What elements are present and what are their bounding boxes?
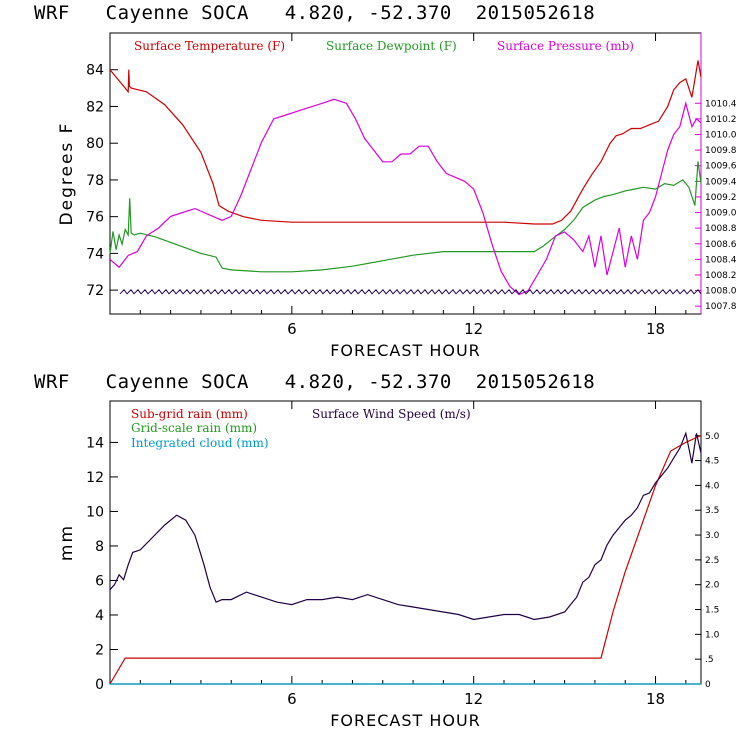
- top-y2tick-label: 1007.8: [705, 302, 737, 312]
- bottom-ytick-label: 6: [95, 573, 104, 589]
- top-y2tick-label: 1008.2: [705, 271, 737, 281]
- top-xtick-label: 12: [464, 320, 483, 338]
- bottom-xaxis-label: FORECAST HOUR: [330, 711, 481, 730]
- top-y2tick-label: 1008.8: [705, 224, 737, 234]
- bottom-y2tick-label: 3.0: [705, 531, 720, 541]
- bottom-series-surface-wind-speed-m-s-line: [109, 431, 702, 621]
- legend-surface-pressure: Surface Pressure (mb): [497, 39, 634, 53]
- bottom-xtick-label: 6: [287, 690, 297, 708]
- top-y2tick-label: 1008.4: [705, 255, 737, 265]
- top-ytick-label: 74: [86, 246, 104, 262]
- top-xtick-label: 18: [646, 320, 665, 338]
- bottom-y2tick-label: 0: [705, 680, 711, 690]
- bottom-chart-title: WRF Cayenne SOCA 4.820, -52.370 20150526…: [34, 371, 596, 393]
- top-yaxis-label: Degrees F: [57, 122, 77, 226]
- bottom-ytick-label: 0: [95, 677, 104, 693]
- bottom-y2tick-label: .5: [705, 655, 714, 665]
- top-y2tick-label: 1009.4: [705, 177, 737, 187]
- bottom-ytick-label: 8: [95, 539, 104, 555]
- top-y2tick-label: 1010.2: [705, 115, 737, 125]
- legend-surface-dewpoint: Surface Dewpoint (F): [326, 39, 457, 53]
- top-y2tick-label: 1008.0: [705, 287, 737, 297]
- bottom-ytick-label: 14: [86, 435, 104, 451]
- top-y2tick-label: 1009.2: [705, 193, 737, 203]
- bottom-ytick-label: 10: [86, 504, 104, 520]
- bottom-y2tick-label: 3.5: [705, 506, 719, 516]
- legend-gridscale-rain: Grid-scale rain (mm): [131, 421, 257, 435]
- top-y2tick-label: 1009.0: [705, 209, 737, 219]
- top-series-surface-pressure-mb-line: [109, 98, 702, 296]
- legend-integrated-cloud: Integrated cloud (mm): [131, 436, 269, 450]
- top-ytick-label: 84: [86, 63, 104, 79]
- top-xtick-label: 6: [287, 320, 297, 338]
- legend-subgrid-rain: Sub-grid rain (mm): [131, 407, 248, 421]
- bottom-y2tick-label: 1.5: [705, 606, 719, 616]
- top-xaxis-label: FORECAST HOUR: [330, 341, 481, 360]
- top-series-surface-temperature-f-line: [109, 60, 702, 225]
- bottom-ytick-label: 2: [95, 642, 104, 658]
- bottom-y2tick-label: 2.5: [705, 556, 719, 566]
- top-ytick-label: 80: [86, 136, 104, 152]
- top-series-surface-dewpoint-f-line: [109, 161, 702, 273]
- top-y2tick-label: 1010.0: [705, 130, 737, 140]
- top-y2tick-label: 1010.4: [705, 99, 737, 109]
- top-y2tick-label: 1008.6: [705, 240, 737, 250]
- top-y2tick-label: 1009.6: [705, 162, 737, 172]
- legend-surface-wind-speed: Surface Wind Speed (m/s): [312, 407, 471, 421]
- bottom-yaxis-label: mm: [57, 524, 77, 561]
- bottom-y2tick-label: 5.0: [705, 432, 720, 442]
- top-ytick-label: 78: [86, 173, 104, 189]
- top-chart-title: WRF Cayenne SOCA 4.820, -52.370 20150526…: [34, 2, 596, 24]
- bottom-ytick-label: 12: [86, 470, 104, 486]
- top-y2tick-label: 1009.8: [705, 146, 737, 156]
- bottom-y2tick-label: 4.5: [705, 457, 719, 467]
- legend-surface-temperature: Surface Temperature (F): [134, 39, 285, 53]
- bottom-y2tick-label: 1.0: [705, 630, 720, 640]
- top-ytick-label: 76: [86, 210, 104, 226]
- bottom-y2tick-label: 2.0: [705, 581, 720, 591]
- top-ytick-label: 72: [86, 283, 104, 299]
- top-ytick-label: 82: [86, 99, 104, 115]
- top-plot-frame: [109, 32, 702, 315]
- bottom-xtick-label: 18: [646, 690, 665, 708]
- bottom-ytick-label: 4: [95, 608, 104, 624]
- bottom-y2tick-label: 4.0: [705, 481, 720, 491]
- bottom-series-sub-grid-rain-mm-line: [109, 434, 702, 685]
- top-wind-barbs-row: [119, 289, 702, 295]
- bottom-xtick-label: 12: [464, 690, 483, 708]
